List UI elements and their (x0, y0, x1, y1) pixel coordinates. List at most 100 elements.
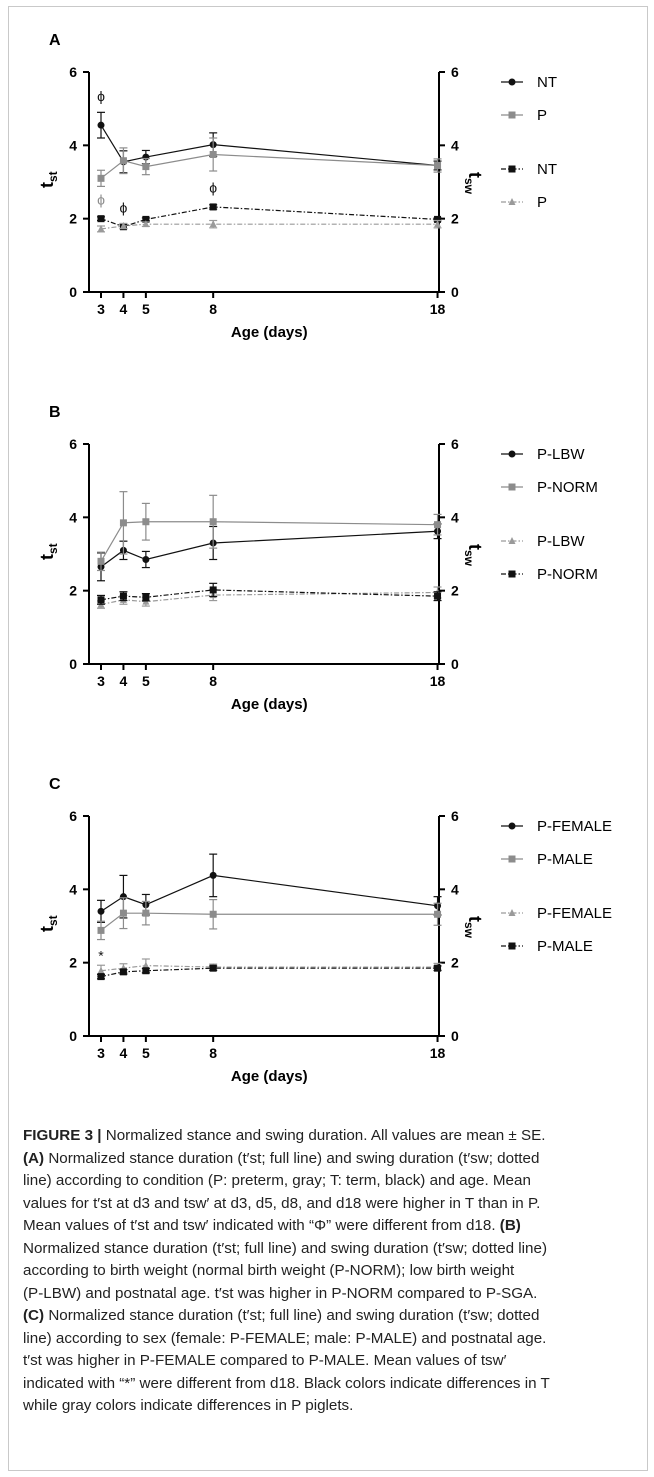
y-axis-label-main: t (37, 182, 57, 188)
x-tick-label: 4 (120, 673, 128, 689)
caption-line: line) according to sex (female: P-FEMALE… (23, 1328, 643, 1351)
y-axis-label-main: t (465, 172, 485, 178)
y-tick-label-left: 2 (69, 583, 77, 599)
series-line (100, 223, 438, 230)
legend-label: P-FEMALE (537, 818, 612, 835)
caption-line: according to birth weight (normal birth … (23, 1260, 643, 1283)
panel-label: A (49, 32, 61, 49)
x-axis-label: Age (days) (231, 696, 308, 713)
y-tick-label-right: 4 (451, 881, 459, 897)
data-point (209, 151, 217, 158)
y-tick-label-right: 0 (451, 284, 459, 300)
caption-text: values for t′st at d3 and tsw′ at d3, d5… (23, 1194, 541, 1212)
data-point (209, 964, 217, 972)
data-point (97, 174, 105, 182)
data-point (508, 450, 516, 458)
legend-label: P-MALE (537, 851, 593, 868)
x-tick-label: 5 (142, 673, 150, 689)
caption-label: (A) (23, 1149, 49, 1167)
data-point (142, 215, 150, 223)
y-tick-label-left: 6 (69, 436, 77, 452)
legend-label: P-NORM (537, 479, 598, 496)
annotation-label: ϕ (97, 88, 105, 104)
data-point (119, 157, 127, 165)
x-tick-label: 8 (209, 301, 217, 317)
caption-line: t′st was higher in P-FEMALE compared to … (23, 1350, 643, 1373)
annotation-label: ϕ (209, 180, 217, 196)
y-tick-label-left: 2 (69, 211, 77, 227)
x-tick-label: 5 (142, 301, 150, 317)
y-axis-label-sub: st (46, 171, 60, 182)
annotation-label: ϕ (97, 192, 105, 208)
data-point (209, 910, 217, 918)
data-point (508, 942, 516, 950)
x-tick-label: 8 (209, 673, 217, 689)
legend-label: NT (537, 161, 557, 178)
data-point (209, 586, 217, 594)
y-axis-label-sub: sw (462, 550, 476, 567)
data-point (142, 556, 150, 563)
data-point (434, 964, 442, 972)
y-axis-label-left: tst (37, 915, 60, 932)
data-point (142, 967, 150, 975)
series-line (100, 124, 438, 167)
data-point (97, 596, 105, 604)
y-tick-label-left: 0 (69, 284, 77, 300)
caption-line: values for t′st at d3 and tsw′ at d3, d5… (23, 1193, 643, 1216)
data-point (97, 224, 105, 232)
caption-text: Normalized stance duration (t′st; full l… (48, 1149, 540, 1167)
data-point (119, 893, 127, 901)
y-axis-label-main: t (465, 544, 485, 550)
data-point (119, 222, 127, 229)
caption-line: line) according to condition (P: preterm… (23, 1170, 643, 1193)
x-tick-label: 8 (209, 1045, 217, 1061)
y-tick-label-left: 4 (69, 137, 77, 153)
y-tick-label-right: 2 (451, 211, 459, 227)
data-point (119, 592, 127, 600)
x-axis-label: Age (days) (231, 1068, 308, 1085)
data-point (508, 483, 516, 491)
legend-label: P-LBW (537, 446, 585, 463)
annotation-label: * (98, 947, 104, 963)
y-axis-label-left: tst (37, 171, 60, 188)
data-point (508, 165, 516, 173)
x-tick-label: 4 (120, 301, 128, 317)
caption-text: while gray colors indicate differences i… (23, 1397, 354, 1414)
caption-text: line) according to condition (P: preterm… (23, 1172, 531, 1189)
caption-label: (B) (499, 1217, 521, 1234)
series-line (100, 521, 438, 562)
y-tick-label-right: 4 (451, 137, 459, 153)
y-axis-label-sub: sw (462, 178, 476, 195)
data-point (97, 973, 105, 981)
data-point (434, 220, 442, 228)
panel-label: B (49, 404, 61, 421)
legend-label: P-FEMALE (537, 905, 612, 922)
y-tick-label-right: 0 (451, 1028, 459, 1044)
y-axis-label-sub: st (46, 915, 60, 926)
data-point (434, 521, 442, 529)
caption-line: (C) Normalized stance duration (t′st; fu… (23, 1305, 643, 1328)
data-point (508, 537, 516, 544)
caption-line: (P-LBW) and postnatal age. t′st was high… (23, 1283, 643, 1306)
series-line (100, 912, 438, 931)
data-point (508, 78, 516, 86)
y-axis-label-sub: st (46, 543, 60, 554)
x-tick-label: 3 (97, 673, 105, 689)
data-point (142, 518, 150, 526)
data-point (508, 570, 516, 578)
x-tick-label: 18 (430, 673, 446, 689)
data-point (508, 909, 516, 916)
data-point (508, 822, 516, 830)
data-point (119, 519, 127, 527)
y-tick-label-left: 6 (69, 64, 77, 80)
data-point (508, 855, 516, 863)
legend-label: NT (537, 74, 557, 91)
y-axis-label-right: tsw (462, 544, 485, 567)
caption-line: FIGURE 3 | Normalized stance and swing d… (23, 1125, 643, 1148)
y-axis-label-main: t (37, 554, 57, 560)
data-point (508, 111, 516, 119)
data-point (142, 163, 150, 171)
caption-label: FIGURE 3 | (23, 1127, 106, 1144)
